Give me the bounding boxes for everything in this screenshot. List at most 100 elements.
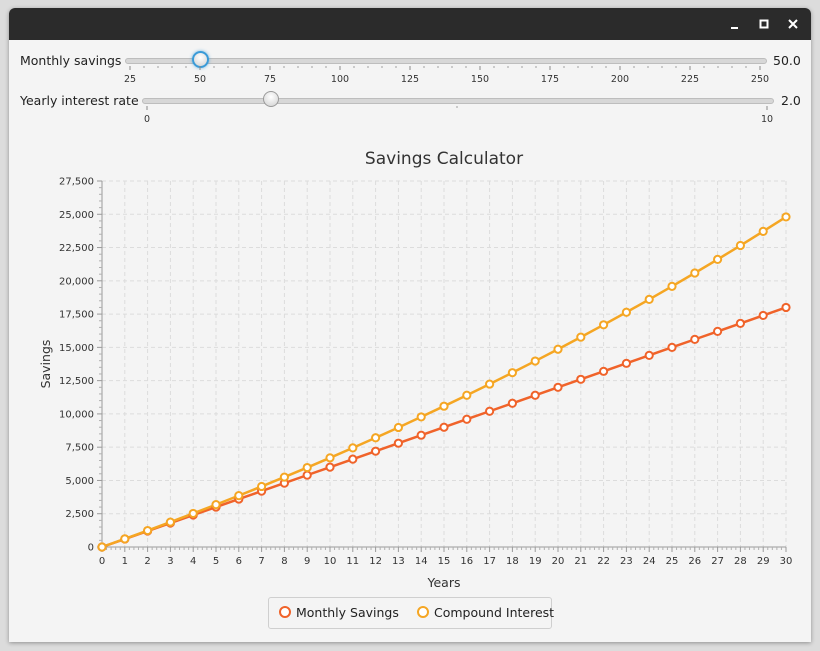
data-point-monthly-savings <box>416 430 426 440</box>
data-point-monthly-savings <box>621 358 632 368</box>
x-tick-label: 2 <box>144 556 150 567</box>
data-point-compound-interest <box>758 226 768 236</box>
data-point-compound-interest <box>781 212 791 222</box>
data-point-compound-interest <box>530 356 540 366</box>
slider-tick-label: 25 <box>124 74 136 85</box>
x-tick-label: 8 <box>281 556 287 567</box>
x-tick-label: 7 <box>258 556 264 567</box>
x-tick-label: 21 <box>574 556 587 567</box>
data-point-monthly-savings <box>371 446 381 456</box>
data-point-monthly-savings <box>302 470 312 480</box>
data-point-compound-interest <box>165 517 175 527</box>
y-tick-label: 27,500 <box>59 177 94 188</box>
title-bar[interactable] <box>9 8 811 40</box>
data-point-compound-interest <box>348 443 358 453</box>
data-point-monthly-savings <box>393 438 403 448</box>
maximize-icon <box>759 19 769 29</box>
x-tick-label: 18 <box>506 556 519 567</box>
slider-tick-label: 100 <box>331 74 349 85</box>
x-tick-label: 14 <box>415 556 428 567</box>
x-tick-label: 30 <box>780 556 793 567</box>
interest-rate-slider-thumb[interactable] <box>263 91 279 107</box>
data-point-monthly-savings <box>439 422 449 432</box>
slider-tick-label: 75 <box>264 74 276 85</box>
data-point-monthly-savings <box>781 302 791 313</box>
y-tick-label: 25,000 <box>59 210 94 221</box>
data-point-compound-interest <box>211 500 221 510</box>
y-tick-label: 15,000 <box>59 343 94 354</box>
minimize-button[interactable] <box>725 14 745 34</box>
x-tick-label: 4 <box>190 556 196 567</box>
data-point-compound-interest <box>302 462 312 473</box>
x-tick-label: 20 <box>552 556 565 567</box>
legend-marker-icon <box>417 606 429 618</box>
data-point-compound-interest <box>97 542 107 552</box>
x-tick-label: 25 <box>666 556 679 567</box>
x-tick-label: 16 <box>460 556 473 567</box>
y-tick-label: 0 <box>88 543 94 554</box>
slider-tick-label: 250 <box>751 74 769 85</box>
x-tick-label: 28 <box>734 556 747 567</box>
x-tick-label: 11 <box>346 556 359 567</box>
legend-item-monthly-savings[interactable]: Monthly Savings <box>279 605 399 620</box>
data-point-compound-interest <box>416 412 426 422</box>
minimize-icon <box>731 27 738 29</box>
interest-rate-scale: 0 10 <box>144 106 773 125</box>
data-point-compound-interest <box>713 254 723 265</box>
y-tick-label: 2,500 <box>65 509 94 520</box>
data-point-monthly-savings <box>576 374 586 384</box>
slider-tick-label: 175 <box>541 74 559 85</box>
data-point-compound-interest <box>371 433 381 443</box>
data-point-compound-interest <box>234 491 244 501</box>
monthly-savings-slider[interactable] <box>125 58 767 64</box>
x-tick-label: 19 <box>529 556 542 567</box>
data-point-compound-interest <box>576 332 586 342</box>
y-tick-label: 17,500 <box>59 310 94 321</box>
close-icon <box>788 19 798 29</box>
x-tick-label: 12 <box>369 556 382 567</box>
x-tick-label: 13 <box>392 556 405 567</box>
x-tick-label: 0 <box>99 556 105 567</box>
data-point-compound-interest <box>279 472 289 482</box>
monthly-savings-scale: 25 50 75 100 125 150 175 200 225 250 <box>124 66 769 85</box>
data-point-compound-interest <box>507 368 517 378</box>
y-tick-label: 12,500 <box>59 376 94 387</box>
data-point-compound-interest <box>553 344 563 354</box>
savings-chart: Savings Calculator 0 2,500 5,000 7,500 10,000… <box>38 149 793 590</box>
data-point-monthly-savings <box>553 382 563 392</box>
chart-legend: Monthly Savings Compound Interest <box>268 597 554 629</box>
x-axis-label: Years <box>427 575 461 590</box>
interest-rate-slider[interactable] <box>142 98 774 104</box>
data-point-compound-interest <box>393 422 403 433</box>
y-tick-label: 7,500 <box>65 443 94 454</box>
close-button[interactable] <box>783 14 803 34</box>
app-window: Monthly savings 50.0 25 50 75 100 125 150 175 2… <box>9 8 811 642</box>
data-point-compound-interest <box>143 525 153 536</box>
data-point-monthly-savings <box>485 406 495 416</box>
x-tick-label: 29 <box>757 556 770 567</box>
interest-rate-label: Yearly interest rate <box>20 93 139 108</box>
app-content: Monthly savings 50.0 25 50 75 100 125 150 175 2… <box>9 40 811 642</box>
data-point-compound-interest <box>599 320 609 330</box>
data-point-monthly-savings <box>758 310 768 321</box>
monthly-savings-label: Monthly savings <box>20 53 122 68</box>
data-point-monthly-savings <box>325 462 335 472</box>
interest-rate-value: 2.0 <box>781 93 801 108</box>
data-point-monthly-savings <box>507 398 517 408</box>
y-tick-label: 20,000 <box>59 276 94 287</box>
y-tick-label: 5,000 <box>65 476 94 487</box>
x-tick-label: 27 <box>711 556 724 567</box>
slider-tick-label: 50 <box>194 74 206 85</box>
maximize-button[interactable] <box>754 14 774 34</box>
data-point-compound-interest <box>621 307 632 317</box>
legend-item-compound-interest[interactable]: Compound Interest <box>417 605 554 620</box>
slider-tick-label: 0 <box>144 114 150 125</box>
data-point-compound-interest <box>735 240 746 251</box>
x-tick-label: 17 <box>483 556 496 567</box>
data-point-compound-interest <box>439 401 449 411</box>
x-tick-label: 23 <box>620 556 633 567</box>
data-point-monthly-savings <box>667 342 677 352</box>
data-point-compound-interest <box>667 281 677 291</box>
x-tick-label: 9 <box>304 556 310 567</box>
y-axis-label: Savings <box>38 340 53 389</box>
